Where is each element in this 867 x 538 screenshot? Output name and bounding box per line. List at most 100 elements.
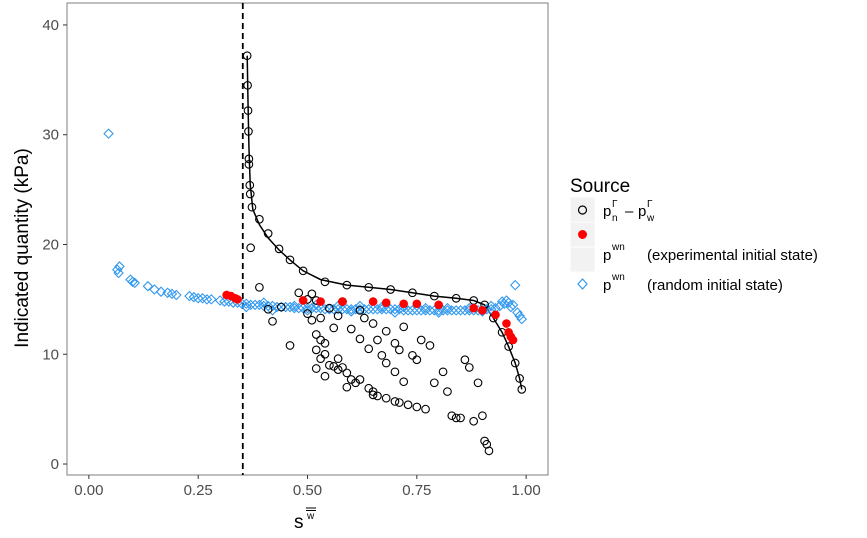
point-pressure-difference — [320, 277, 330, 287]
point-random-initial — [516, 313, 528, 325]
point-random-initial — [280, 301, 291, 313]
point-random-initial — [324, 303, 335, 315]
point-random-initial — [155, 286, 167, 297]
point-random-initial — [337, 303, 348, 315]
point-random-initial — [402, 305, 414, 316]
point-pressure-difference — [460, 355, 470, 365]
legend-label-1: p Γ n – p Γ w — [603, 199, 655, 224]
point-pressure-difference — [243, 106, 253, 115]
point-experimental-initial — [502, 319, 511, 328]
point-random-initial — [501, 295, 512, 306]
point-experimental-initial — [399, 299, 409, 309]
point-random-initial — [433, 305, 444, 316]
x-tick-label: 0.25 — [184, 482, 213, 499]
point-pressure-difference — [469, 416, 479, 426]
point-pressure-difference — [359, 313, 369, 323]
point-pressure-difference — [451, 413, 461, 423]
point-pressure-difference — [451, 293, 461, 303]
point-random-initial — [113, 267, 124, 279]
point-pressure-difference — [329, 323, 339, 333]
legend-1-p2: p — [638, 203, 646, 220]
legend-key-box-1 — [569, 196, 596, 223]
point-pressure-difference — [368, 390, 378, 400]
point-random-initial — [302, 302, 313, 314]
point-random-initial — [345, 303, 357, 315]
point-pressure-difference — [412, 355, 422, 365]
point-pressure-difference — [307, 315, 317, 325]
point-pressure-difference — [311, 345, 321, 355]
point-random-initial — [114, 261, 125, 272]
x-axis-title-base: s — [294, 512, 304, 533]
point-pressure-difference — [307, 289, 317, 299]
legend-1-sup2: Γ — [647, 199, 653, 210]
point-pressure-difference — [274, 244, 284, 254]
point-pressure-difference — [325, 303, 334, 313]
point-experimental-initial — [368, 297, 378, 306]
point-pressure-difference — [412, 402, 422, 412]
point-pressure-difference — [399, 322, 409, 332]
point-pressure-difference — [263, 304, 273, 314]
point-pressure-difference — [346, 324, 356, 334]
point-pressure-difference — [333, 311, 343, 321]
points-layer — [103, 51, 528, 456]
point-random-initial — [249, 299, 261, 311]
point-pressure-difference — [294, 288, 304, 298]
point-experimental-initial — [434, 300, 443, 310]
point-pressure-difference — [377, 351, 387, 360]
point-random-initial — [129, 277, 141, 289]
legend-3-text: (random initial state) — [647, 277, 783, 294]
point-pressure-difference — [245, 180, 255, 190]
point-pressure-difference — [355, 375, 365, 384]
point-experimental-initial — [381, 298, 391, 307]
point-random-initial — [407, 305, 418, 316]
point-pressure-difference — [246, 243, 256, 253]
legend-key-circle-open — [577, 205, 588, 215]
legend-key-diamond-open — [577, 278, 588, 290]
point-pressure-difference — [381, 393, 391, 403]
y-axis-title: Indicated quantity (kPa) — [12, 148, 33, 348]
point-pressure-difference — [245, 189, 255, 199]
legend-1-p: p — [603, 203, 611, 220]
point-pressure-difference — [342, 280, 352, 290]
point-pressure-difference — [316, 313, 325, 323]
x-tick-label: 0.75 — [402, 482, 431, 499]
point-random-initial — [389, 307, 401, 318]
legend-3-sup: wn — [611, 272, 625, 283]
point-pressure-difference — [510, 358, 520, 368]
point-random-initial — [171, 289, 182, 301]
point-experimental-initial — [491, 310, 500, 320]
point-experimental-initial — [469, 303, 478, 313]
point-random-initial — [367, 303, 379, 315]
legend-1-sub: n — [612, 213, 618, 224]
axes-layer: 0.00 0.25 0.50 0.75 1.00 0 10 20 30 40 — [42, 17, 540, 499]
point-pressure-difference — [429, 291, 439, 301]
point-random-initial — [494, 300, 506, 312]
y-tick-label: 30 — [42, 127, 59, 144]
point-pressure-difference — [320, 371, 330, 381]
point-random-initial — [450, 305, 462, 316]
legend-1-minus: – — [625, 203, 634, 220]
point-random-initial — [289, 300, 300, 312]
point-random-initial — [415, 305, 427, 316]
point-experimental-initial — [412, 299, 422, 309]
point-random-initial — [289, 302, 300, 314]
point-pressure-difference — [368, 319, 378, 328]
point-pressure-difference — [316, 354, 325, 363]
point-random-initial — [455, 305, 466, 316]
point-pressure-difference — [285, 255, 295, 265]
point-pressure-difference — [381, 326, 391, 336]
point-random-initial — [345, 306, 357, 317]
point-pressure-difference — [320, 349, 330, 359]
plot-panel-border — [66, 2, 549, 476]
point-pressure-difference — [517, 385, 527, 394]
point-pressure-difference — [244, 127, 253, 136]
legend-2-sup: wn — [611, 242, 625, 253]
point-random-initial — [442, 305, 453, 316]
point-pressure-difference — [390, 397, 400, 406]
point-pressure-difference — [368, 387, 378, 396]
point-random-initial — [512, 307, 523, 318]
point-random-initial — [192, 292, 204, 304]
point-random-initial — [420, 302, 431, 314]
point-pressure-difference — [373, 391, 382, 401]
